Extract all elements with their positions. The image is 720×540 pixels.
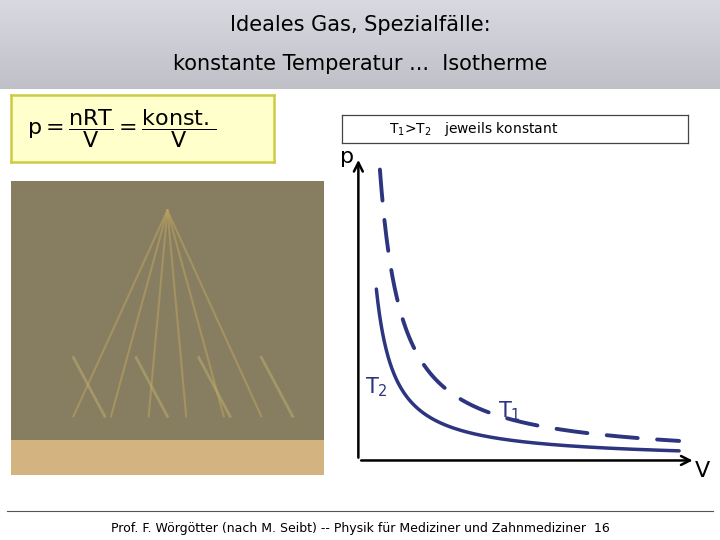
Bar (0, 8, 720, 9)
Bar (0, 86, 720, 87)
Bar (0, 31, 720, 32)
Text: T$_2$: T$_2$ (364, 376, 387, 399)
Bar (0, 80, 720, 82)
Bar (0, 39, 720, 40)
Bar (0, 18, 720, 19)
Bar (0, 22, 720, 24)
Bar (0, 73, 720, 74)
Bar (0, 82, 720, 83)
Bar (0, 53, 720, 55)
Bar (0, 49, 720, 51)
Bar (0, 59, 720, 61)
Bar (0, 30, 720, 31)
Bar (0, 61, 720, 62)
Text: Ideales Gas, Spezialfälle:: Ideales Gas, Spezialfälle: (230, 15, 490, 35)
Text: $\mathregular{p = \dfrac{nRT}{V} = \dfrac{konst.}{V}}$: $\mathregular{p = \dfrac{nRT}{V} = \dfra… (27, 107, 215, 150)
Bar (0, 45, 720, 46)
Text: p: p (340, 147, 354, 167)
Bar (0, 34, 720, 36)
Bar (11, 181, 324, 440)
Bar (0, 76, 720, 77)
Bar (0, 37, 720, 39)
Bar (0, 67, 720, 68)
Bar (0, 21, 720, 22)
Bar (0, 85, 720, 86)
Bar (0, 25, 720, 26)
Text: konstante Temperatur ...  Isotherme: konstante Temperatur ... Isotherme (173, 54, 547, 74)
Bar (0, 77, 720, 79)
Bar (0, 87, 720, 89)
Bar (0, 12, 720, 14)
Bar (0, 52, 720, 53)
Bar (0, 55, 720, 56)
Bar (0, 2, 720, 3)
Bar (0, 58, 720, 59)
Text: T$_1$: T$_1$ (498, 399, 521, 423)
Bar (0, 64, 720, 65)
Bar (0, 71, 720, 73)
Bar (0, 40, 720, 42)
Bar (0, 26, 720, 28)
Bar (0, 24, 720, 25)
Bar (0, 48, 720, 49)
Bar (0, 32, 720, 34)
Bar (0, 6, 720, 8)
Bar (0, 0, 720, 2)
Text: Prof. F. Wörgötter (nach M. Seibt) -- Physik für Mediziner und Zahnmediziner  16: Prof. F. Wörgötter (nach M. Seibt) -- Ph… (111, 522, 609, 535)
Bar (0, 10, 720, 12)
Bar (0, 9, 720, 10)
Bar (0, 65, 720, 67)
Bar (0, 68, 720, 70)
Bar (0, 3, 720, 4)
Text: T$_1$>T$_2$   jeweils konstant: T$_1$>T$_2$ jeweils konstant (389, 120, 558, 138)
Bar (0, 28, 720, 30)
Bar (0, 56, 720, 58)
Bar (0, 15, 720, 16)
Bar (0, 43, 720, 45)
Bar (0, 16, 720, 18)
Bar (0, 19, 720, 21)
Text: V: V (694, 461, 710, 481)
Bar (0, 62, 720, 64)
Bar (11, 440, 324, 475)
Bar (0, 74, 720, 76)
Bar (0, 79, 720, 80)
Bar (0, 4, 720, 6)
Bar (0, 83, 720, 85)
Bar (0, 70, 720, 71)
Bar (0, 36, 720, 37)
Bar (0, 46, 720, 48)
Bar (0, 14, 720, 15)
Bar (0, 51, 720, 52)
Bar (0, 42, 720, 43)
